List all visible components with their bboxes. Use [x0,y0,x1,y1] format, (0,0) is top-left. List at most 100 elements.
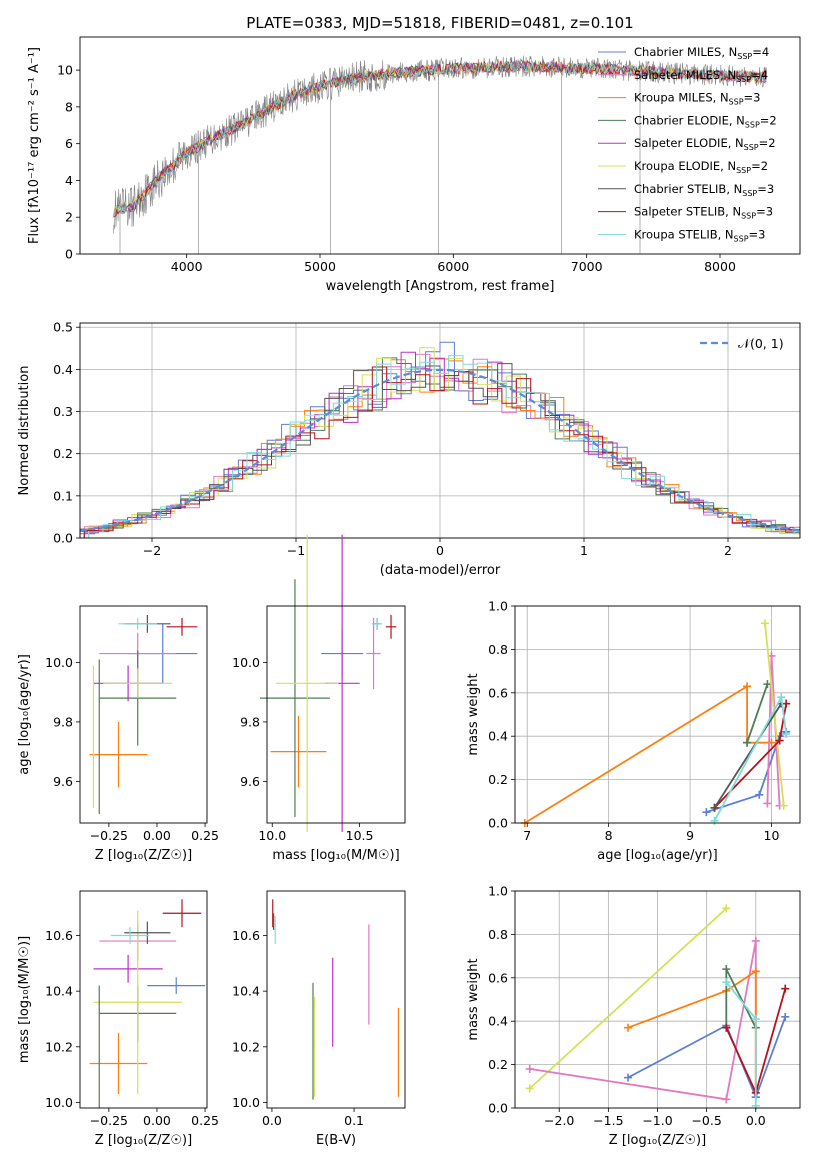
y-tick-label: 0.2 [488,1057,508,1072]
x-tick-label: 10.0 [258,828,286,843]
legend-subscript: SSP [745,120,760,129]
hist-salpeter_stelib [83,366,800,538]
plot-area [260,534,397,832]
weight-marker [781,1012,790,1021]
y-tick-label: 1.0 [488,884,508,899]
weight-marker [755,790,764,799]
x-tick-label: 4000 [171,259,203,274]
y-tick-label: 10 [57,63,73,78]
hist-salpeter_elodie [83,351,800,538]
weight-line-salpeter_miles [766,655,781,806]
x-tick-label: 0.0 [746,1113,766,1128]
y-tick-label: 9.8 [53,714,73,729]
x-axis-label: mass [log₁₀(M/M☉)] [272,848,399,863]
hist-kroupa_stelib [88,355,800,538]
legend-value: =3 [744,91,761,105]
legend-value: =3 [757,182,774,196]
legend-label: Salpeter MILES, NSSP=4 [634,68,768,84]
y-tick-label: 0.5 [53,320,73,335]
legend-label: Salpeter STELIB, NSSP=3 [634,205,773,221]
legend-value: =3 [749,227,766,241]
x-tick-label: 10 [764,828,780,843]
axes-frame [79,605,208,824]
axes-frame [79,322,801,539]
legend-subscript: SSP [744,143,759,152]
legend-label: Salpeter ELODIE, NSSP=2 [634,136,776,152]
legend-label: Chabrier MILES, NSSP=4 [634,45,769,61]
x-axis-label: (data-model)/error [380,563,501,578]
y-tick-label: 0.1 [53,488,73,503]
weight-marker [777,693,786,702]
legend-value: =3 [756,205,773,219]
weight-marker [710,816,719,825]
weight-line-kroupa_miles [524,684,772,824]
axes-frame [514,890,801,1109]
weight-line-kroupa_elodie [529,907,727,1090]
y-tick-label: 10.2 [45,1039,73,1054]
model-line-salpeter_stelib [113,60,767,218]
x-axis-label: E(B-V) [316,1133,356,1148]
legend-subscript: SSP [742,189,757,198]
panel-residuals: −2 −1 0 1 2 0.0 0.1 0.2 0.3 0.4 0.5 (data-model)/er… [17,320,801,578]
legend-subscript: SSP [734,234,749,243]
y-tick-label: 10.0 [232,1095,260,1110]
y-tick-label: 10.4 [45,984,73,999]
axes-frame [79,890,208,1109]
y-axis-label: mass weight [466,673,481,755]
weight-marker [722,1023,731,1032]
legend-label: 𝒩(0, 1) [738,336,784,351]
y-axis-label: mass weight [466,958,481,1040]
weight-marker [702,808,711,817]
figure-title: PLATE=0383, MJD=51818, FIBERID=0481, z=0… [246,14,633,32]
legend-label: Kroupa MILES, NSSP=3 [634,91,760,107]
plot-area [525,904,790,1110]
x-tick-label: −0.25 [90,828,128,843]
x-tick-label: −1.0 [642,1113,672,1128]
plot-area [272,899,400,1100]
weight-marker [525,1084,534,1093]
y-tick-label: 0.4 [488,1014,508,1029]
x-tick-label: 0.00 [143,1113,171,1128]
weight-marker [751,1015,760,1024]
y-tick-label: 0.3 [53,404,73,419]
x-tick-label: 5000 [304,259,336,274]
weight-marker [763,799,772,808]
y-tick-label: 0.0 [53,531,73,546]
legend-label: Kroupa ELODIE, NSSP=2 [634,159,768,175]
plot-area [520,619,791,827]
y-tick-label: 10.0 [45,655,73,670]
plot-area [89,899,206,1108]
y-tick-label: 0.4 [53,362,73,377]
legend-label: Kroupa STELIB, NSSP=3 [634,227,765,243]
panel-mass_vs_Z: −0.25 0.00 0.25 10.0 10.2 10.4 10.6 Z [log₁₀(Z/… [17,890,219,1148]
x-tick-label: 0.00 [143,828,171,843]
panel-mass_vs_ebv: 0.0 0.1 10.0 10.2 10.4 10.6 E(B-V) [232,890,406,1148]
y-axis-label: age [log₁₀(age/yr)] [17,654,32,775]
legend-label: Chabrier ELODIE, NSSP=2 [634,113,777,129]
x-axis-label: Z [log₁₀(Z/Z☉)] [95,1133,192,1148]
weight-marker [782,730,791,739]
x-tick-label: 7000 [571,259,603,274]
x-axis-label: Z [log₁₀(Z/Z☉)] [609,1133,706,1148]
axes-frame [79,36,801,255]
x-tick-label: −2 [143,543,161,558]
weight-line-chabrier_stelib [713,703,783,809]
weight-line-chabrier_elodie [746,683,769,743]
y-tick-label: 0.2 [488,772,508,787]
hist-salpeter_miles [83,353,800,538]
x-tick-label: 2 [724,543,732,558]
weight-line-salpeter_miles [529,940,757,1101]
x-tick-label: −1.5 [593,1113,623,1128]
y-tick-label: 10.0 [45,1095,73,1110]
hist-chabrier_elodie [79,357,800,538]
y-axis-label: mass [log₁₀(M/M☉)] [17,936,32,1063]
panel-weight_vs_age: 7 8 9 10 0.0 0.2 0.4 0.6 0.8 1.0 age [log₁₀(age/yr… [466,599,801,863]
y-tick-label: 8 [65,99,73,114]
legend-label: Chabrier STELIB, NSSP=3 [634,182,774,198]
weight-marker [722,978,731,987]
y-tick-label: 0.0 [488,1101,508,1116]
y-tick-label: 6 [65,136,73,151]
x-tick-label: −0.25 [90,1113,128,1128]
y-tick-label: 10.4 [232,984,260,999]
